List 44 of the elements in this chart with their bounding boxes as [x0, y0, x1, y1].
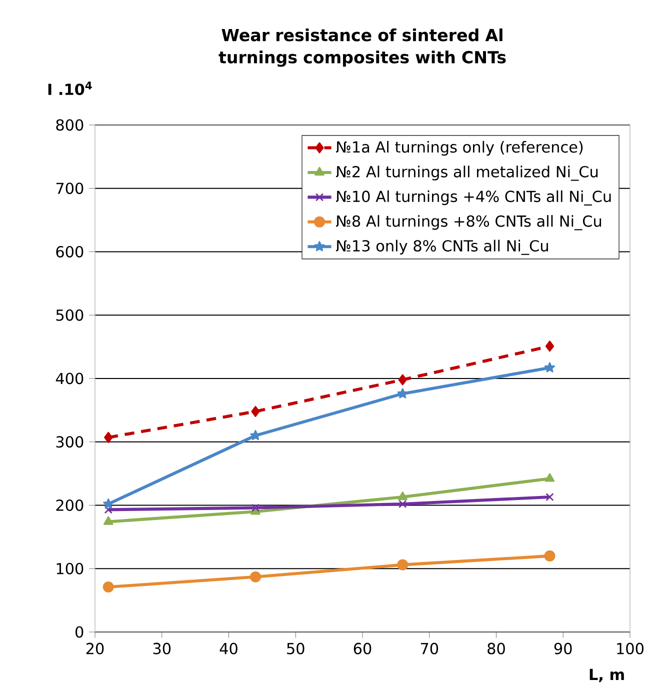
y-tick-label: 700 — [56, 182, 84, 194]
point — [251, 406, 260, 417]
y-tick-label: 200 — [56, 500, 84, 512]
y-tick-label: 500 — [56, 309, 84, 321]
y-tick-label: 100 — [56, 562, 84, 574]
point — [398, 374, 407, 386]
x-tick-label: 70 — [420, 642, 438, 654]
point — [398, 500, 407, 508]
y-tick-label: 400 — [56, 372, 84, 384]
chart-title: Wear resistance of sintered Al turnings composites with CNTs — [218, 28, 506, 67]
y-tick-label: 0 — [75, 626, 84, 638]
x-tick-label: 30 — [153, 642, 170, 654]
point — [544, 362, 555, 372]
point — [251, 504, 260, 512]
point — [250, 571, 261, 582]
x-tick-label: 90 — [554, 642, 572, 654]
x-tick-label: 50 — [287, 642, 304, 654]
x-tick-label: 100 — [617, 642, 644, 654]
x-tick-label: 20 — [86, 642, 104, 654]
point — [397, 388, 408, 398]
point — [104, 432, 113, 443]
legend-label: №10 Al turnings +4% CNTs all Ni_Cu — [336, 190, 611, 206]
y-tick-label: 600 — [56, 246, 84, 258]
point — [104, 506, 112, 514]
y-tick-label: 800 — [56, 119, 84, 131]
x-axis-title: L, m — [590, 668, 624, 682]
x-tick-label: 80 — [488, 642, 505, 654]
point — [103, 516, 114, 525]
legend-label: №13 only 8% CNTs all Ni_Cu — [336, 240, 548, 255]
legend-label: №8 Al turnings +8% CNTs all Ni_Cu — [336, 215, 601, 230]
legend-label: №2 Al turnings all metalized Ni_Cu — [336, 166, 598, 181]
point — [398, 491, 408, 500]
legend-label: №1a Al turnings only (reference) — [336, 140, 583, 156]
point — [397, 559, 408, 570]
point — [102, 581, 114, 593]
point — [545, 340, 554, 352]
x-tick-label: 40 — [220, 642, 238, 654]
point — [546, 492, 554, 502]
point — [103, 498, 114, 509]
point — [544, 473, 555, 482]
point — [544, 550, 556, 562]
x-tick-label: 60 — [354, 642, 372, 654]
y-tick-label: 300 — [56, 436, 84, 448]
y-axis-title: I .10$^{4}$ — [48, 82, 92, 96]
